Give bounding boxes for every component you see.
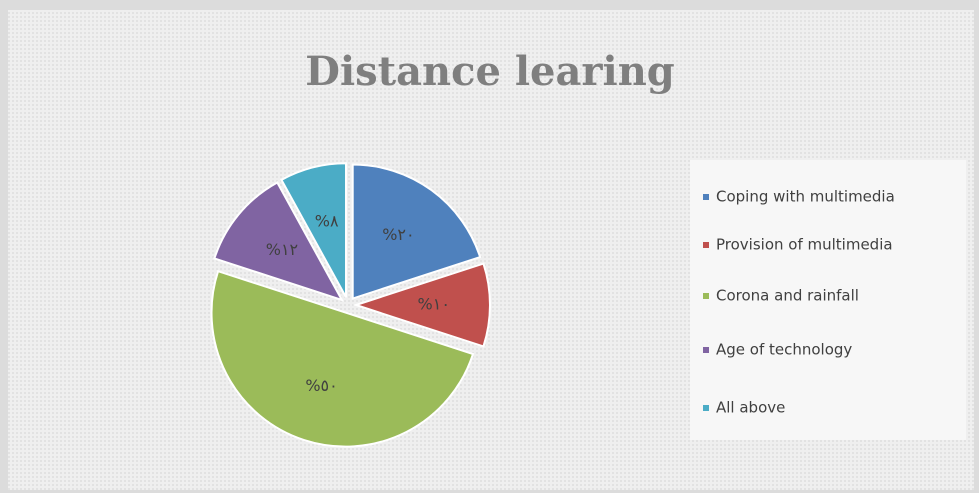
data-label: %١٢ [266, 240, 298, 259]
data-label: %٢٠ [382, 225, 414, 244]
legend-marker [703, 405, 709, 411]
data-label: %٨ [315, 211, 339, 230]
pie-slice [351, 163, 482, 300]
pie-slice [213, 181, 344, 302]
legend-marker [703, 293, 709, 299]
legend-label: Provision of multimedia [716, 236, 893, 254]
legend-box [690, 160, 966, 440]
data-label: %١٠ [418, 295, 450, 314]
data-label: %٥٠ [305, 376, 337, 395]
legend-marker [703, 242, 709, 248]
pie-slice [210, 269, 475, 448]
legend-label: All above [716, 399, 785, 417]
legend-label: Coping with multimedia [716, 188, 895, 206]
legend-label: Corona and rainfall [716, 287, 859, 305]
legend-label: Age of technology [716, 341, 852, 359]
pie-slice [352, 262, 491, 348]
legend-marker [703, 194, 709, 200]
legend-marker [703, 347, 709, 353]
chart-title: Distance learing [305, 48, 675, 95]
pie-slice [280, 162, 348, 298]
